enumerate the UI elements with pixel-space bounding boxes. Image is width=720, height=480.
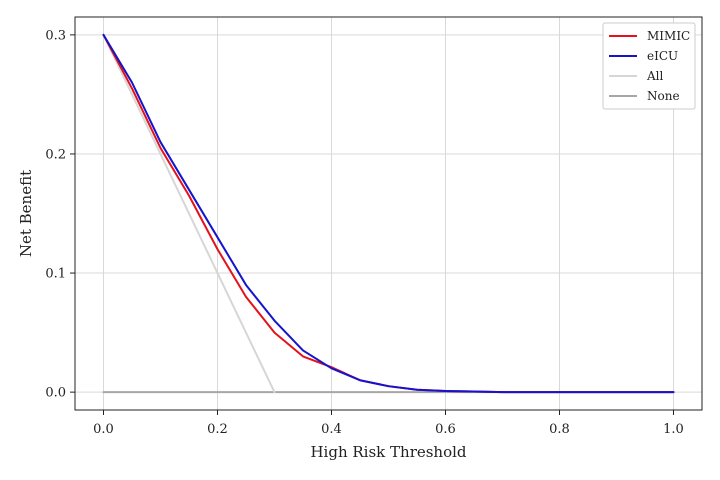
legend-label-none: None xyxy=(647,89,680,103)
legend-box xyxy=(602,22,696,110)
x-tick-label: 0.6 xyxy=(435,422,456,437)
x-tick-label: 0.8 xyxy=(549,422,570,437)
legend-label-mimic: MIMIC xyxy=(647,29,690,43)
x-tick-label: 0.4 xyxy=(321,422,342,437)
x-tick-label: 1.0 xyxy=(663,422,684,437)
y-tick-label: 0.1 xyxy=(45,267,66,282)
legend: MIMIC eICU All None xyxy=(602,22,696,110)
plot-background xyxy=(75,17,702,410)
series-line-all xyxy=(102,33,276,394)
y-tick-label: 0.2 xyxy=(45,147,66,162)
y-axis-ticks: 0.0 0.1 0.2 0.3 xyxy=(45,28,75,401)
series-line-eicu xyxy=(102,33,675,394)
legend-label-eicu: eICU xyxy=(647,49,678,63)
y-axis-label: Net Benefit xyxy=(17,170,35,257)
x-axis-label: High Risk Threshold xyxy=(310,443,466,461)
y-tick-label: 0.0 xyxy=(45,386,66,401)
x-tick-label: 0.2 xyxy=(207,422,228,437)
x-axis-ticks: 0.0 0.2 0.4 0.6 0.8 1.0 xyxy=(93,410,684,437)
legend-label-all: All xyxy=(646,69,664,83)
x-tick-label: 0.0 xyxy=(93,422,114,437)
y-tick-label: 0.3 xyxy=(45,28,66,43)
series-lines xyxy=(102,33,675,394)
plot-frame xyxy=(74,16,703,411)
